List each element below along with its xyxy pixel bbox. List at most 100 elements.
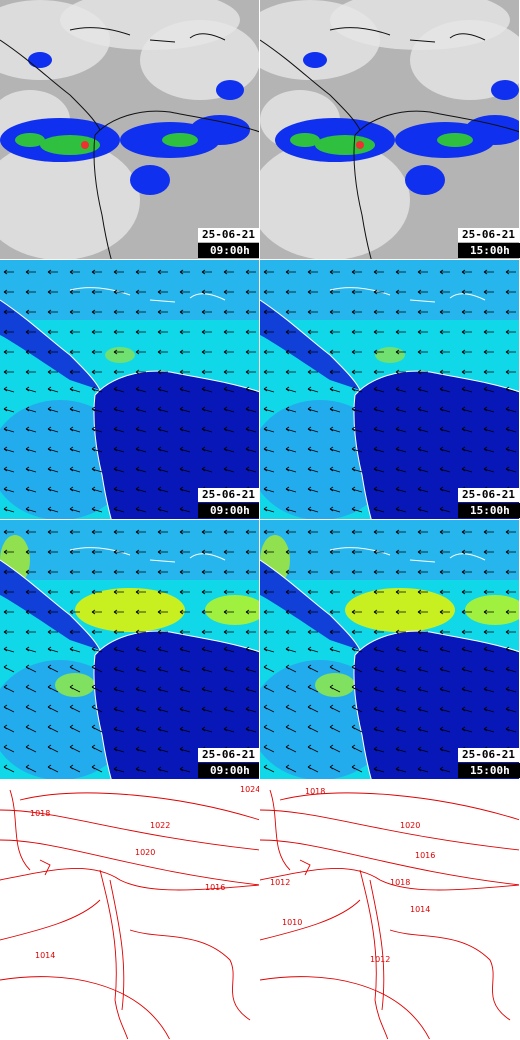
- time-tag: 25-06-21 15:00h: [458, 748, 520, 778]
- land: [94, 371, 259, 519]
- land: [260, 560, 360, 650]
- wind-arrow: [329, 269, 340, 275]
- wind-arrow: [461, 369, 472, 375]
- wind-arrow: [351, 349, 362, 355]
- wind-arrow: [439, 309, 450, 315]
- wind-arrow: [417, 309, 428, 315]
- wind-arrow: [351, 549, 362, 555]
- wind-arrow: [329, 466, 341, 473]
- time-box: [198, 763, 260, 778]
- isobar: [260, 809, 519, 851]
- wind-arrow: [329, 549, 340, 555]
- rain-heavy: [290, 133, 320, 147]
- wind-arrow: [373, 386, 385, 393]
- time-label: 15:00h: [470, 764, 510, 777]
- wind-arrow: [329, 349, 340, 355]
- wind-arrow: [505, 666, 517, 673]
- time-label: 09:00h: [210, 504, 250, 517]
- wind-arrow: [3, 724, 15, 733]
- wind-arrow: [69, 369, 80, 375]
- date-label: 25-06-21: [462, 228, 515, 241]
- wind-arrow: [201, 666, 213, 673]
- wind-arrow: [461, 406, 473, 413]
- time-tag: 25-06-21 09:00h: [198, 228, 260, 258]
- wind-arrow: [91, 349, 102, 355]
- wind-arrow: [91, 646, 103, 653]
- wind-arrow: [223, 666, 235, 673]
- wind-arrow: [505, 289, 516, 295]
- wind-arrow: [201, 549, 212, 555]
- time-label: 15:00h: [470, 504, 510, 517]
- isobar: [99, 869, 129, 1039]
- date-box: [458, 488, 520, 502]
- wind-arrow: [157, 666, 169, 673]
- wind-arrow: [351, 569, 362, 575]
- wind-arrow: [47, 664, 59, 673]
- wind-arrow: [483, 329, 494, 335]
- wind-arrow: [113, 609, 124, 615]
- wind-arrow: [351, 704, 363, 713]
- wind-arrow: [505, 369, 516, 375]
- rain: [491, 80, 519, 100]
- wind-arrow: [223, 289, 234, 295]
- isobar: [279, 792, 519, 821]
- wind-arrow: [395, 269, 406, 275]
- wind-arrow: [201, 569, 212, 575]
- wind-arrow: [47, 629, 58, 635]
- wind-arrow: [245, 549, 256, 555]
- wind-arrow: [245, 386, 257, 393]
- wind-arrow: [461, 686, 473, 693]
- wind-arrow: [179, 329, 190, 335]
- date-label: 25-06-21: [462, 488, 515, 501]
- wind-arrow: [439, 726, 451, 733]
- wind-arrow: [373, 506, 385, 513]
- wind-arrow: [417, 506, 429, 513]
- wind-arrow: [157, 329, 168, 335]
- wind-arrow: [263, 569, 274, 575]
- wind-arrow: [157, 569, 168, 575]
- rain: [216, 80, 244, 100]
- wind-arrow: [439, 686, 451, 693]
- wind-arrow: [505, 406, 517, 413]
- wind-arrow: [395, 386, 407, 393]
- wind-arrow: [307, 724, 319, 733]
- wind-arrow: [157, 746, 169, 753]
- wind-panel: [0, 260, 259, 519]
- wind-arrow: [395, 629, 406, 635]
- wind-arrow: [461, 609, 472, 615]
- wind-arrow: [263, 744, 275, 753]
- wind-arrow: [373, 706, 385, 713]
- wind-arrow: [439, 329, 450, 335]
- wind-arrow: [157, 446, 169, 453]
- wind-arrow: [245, 686, 257, 693]
- band: [260, 260, 519, 320]
- wind-arrow: [395, 309, 406, 315]
- wind-arrow: [461, 309, 472, 315]
- wind-arrow: [373, 589, 384, 595]
- wind-arrow: [91, 629, 102, 635]
- wind-arrow: [329, 704, 341, 713]
- isobar: [0, 868, 259, 891]
- wind-arrow: [47, 589, 58, 595]
- rain: [465, 115, 519, 145]
- wind-arrow: [439, 666, 451, 673]
- land: [354, 371, 519, 519]
- wind-arrow: [157, 726, 169, 733]
- wind-arrow: [69, 744, 81, 753]
- isobar: [0, 899, 101, 941]
- wind-arrow: [47, 386, 59, 393]
- wind-arrow: [285, 684, 297, 693]
- wind-arrow: [3, 289, 14, 295]
- wind-arrow: [263, 506, 275, 513]
- time-tag: 25-06-21 15:00h: [458, 228, 520, 258]
- wind-arrow: [135, 349, 146, 355]
- wind-arrow: [351, 646, 363, 653]
- time-tag: 25-06-21 09:00h: [198, 488, 260, 518]
- wind-arrow: [91, 426, 103, 433]
- time-box: [458, 763, 520, 778]
- wind-arrow: [179, 666, 191, 673]
- wind-arrow: [329, 664, 341, 673]
- wind-arrow: [351, 369, 362, 375]
- wind-arrow: [113, 466, 125, 473]
- wind-arrow: [91, 704, 103, 713]
